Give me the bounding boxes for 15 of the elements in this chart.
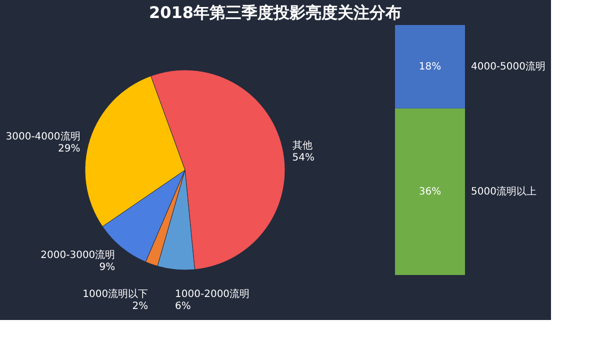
slice-label: 其他	[292, 140, 312, 152]
slice-label: 3000-4000流明	[6, 130, 80, 142]
data-label: 2%	[132, 301, 148, 312]
series-label: 4000-5000流明	[471, 60, 546, 73]
data-label: 6%	[175, 301, 191, 312]
chart-title: 2018年第三季度投影亮度关注分布	[148, 3, 402, 22]
slice-label: 1000流明以下	[82, 288, 148, 300]
series-label: 5000流明以上	[471, 186, 536, 198]
slice-label: 1000-2000流明	[175, 288, 250, 300]
data-label: 54%	[292, 152, 314, 164]
slice-label: 2000-3000流明	[40, 249, 116, 261]
data-label: 36%	[418, 186, 442, 198]
data-label: 9%	[99, 262, 116, 273]
data-label: 29%	[58, 143, 80, 154]
data-label: 18%	[418, 62, 442, 73]
